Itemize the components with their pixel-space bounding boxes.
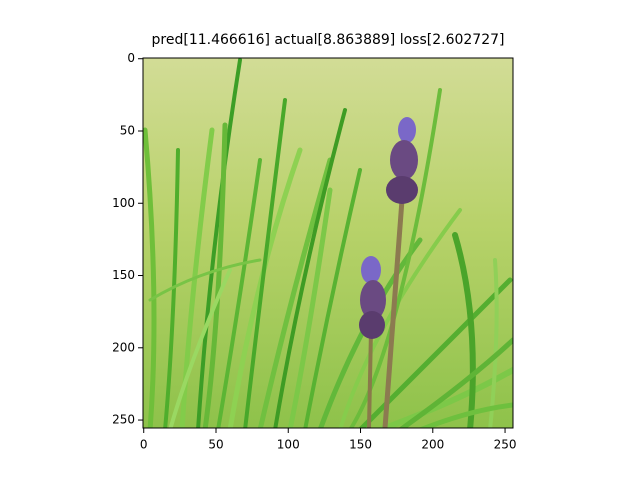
x-tick-label: 100 <box>277 438 300 452</box>
axes-frame <box>142 57 514 429</box>
y-tick-label: 200 <box>112 340 135 354</box>
y-tick-label: 100 <box>112 196 135 210</box>
x-tick-label: 250 <box>494 438 517 452</box>
y-tick-label: 150 <box>112 268 135 282</box>
y-tick-label: 50 <box>120 123 135 137</box>
chart-title: pred[11.466616] actual[8.863889] loss[2.… <box>152 32 505 48</box>
y-tick-label: 0 <box>127 51 135 65</box>
image <box>143 58 513 428</box>
x-tick-label: 200 <box>421 438 444 452</box>
x-tick-label: 50 <box>208 438 223 452</box>
x-tick-label: 150 <box>349 438 372 452</box>
x-tick-label: 0 <box>140 438 148 452</box>
y-tick-label: 250 <box>112 413 135 427</box>
